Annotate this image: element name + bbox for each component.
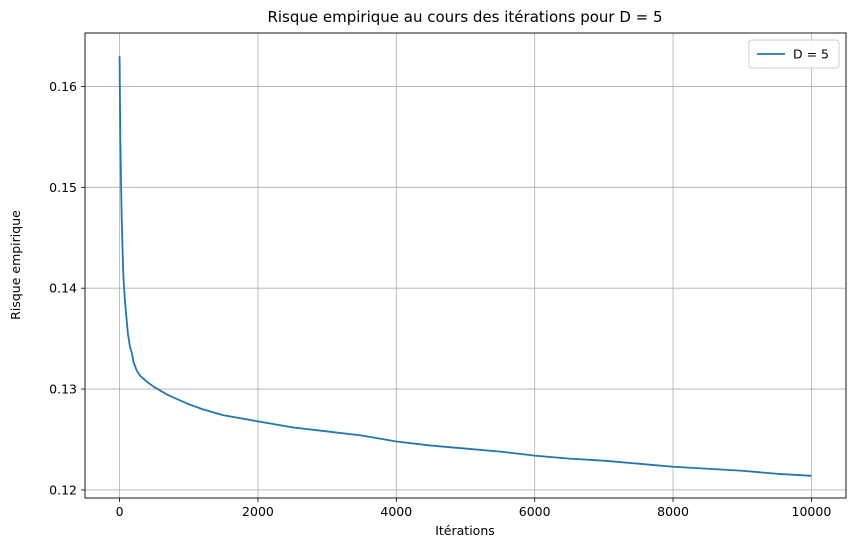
y-tick-label: 0.14	[49, 281, 77, 296]
x-tick-label: 8000	[657, 504, 689, 519]
grid-lines	[85, 33, 846, 498]
x-tick-label: 6000	[519, 504, 551, 519]
plot-frame	[84, 32, 847, 499]
y-tick-label: 0.12	[49, 482, 77, 497]
y-tick-label: 0.15	[49, 180, 77, 195]
x-tick-label: 10000	[792, 504, 832, 519]
legend-label: D = 5	[793, 47, 829, 62]
series-layer	[118, 56, 812, 477]
x-tick-label: 0	[116, 504, 124, 519]
legend-box	[748, 39, 840, 69]
x-tick-label: 4000	[380, 504, 412, 519]
chart-title: Risque empirique au cours des itérations…	[267, 8, 662, 26]
legend: D = 5	[748, 39, 840, 69]
y-tick-label: 0.16	[49, 79, 77, 94]
y-tick-label: 0.13	[49, 382, 77, 397]
y-axis: 0.12 0.13 0.14 0.15 0.16	[49, 79, 85, 497]
y-axis-title: Risque empirique	[8, 210, 23, 320]
x-axis-title: Itérations	[435, 523, 495, 538]
series-line	[118, 56, 812, 477]
x-axis: 0 2000 4000 6000 8000 10000	[116, 498, 832, 519]
x-tick-label: 2000	[242, 504, 274, 519]
